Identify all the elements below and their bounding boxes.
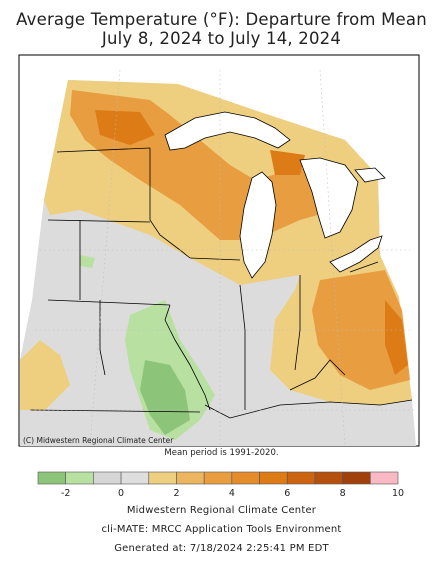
lake-huron bbox=[299, 157, 359, 239]
legend-swatch bbox=[120, 471, 150, 485]
map-title-line2: July 8, 2024 to July 14, 2024 bbox=[101, 29, 342, 48]
state-borders bbox=[29, 147, 413, 419]
map-title-line1: Average Temperature (°F): Departure from… bbox=[16, 10, 427, 29]
lake-michigan bbox=[239, 171, 277, 279]
cool-core-missouri bbox=[140, 360, 190, 435]
legend-swatch bbox=[65, 471, 94, 485]
footer-line2: cli-MATE: MRCC Application Tools Environ… bbox=[101, 524, 342, 535]
lake-superior bbox=[164, 111, 291, 151]
warm-core-minnesota bbox=[95, 110, 155, 145]
cool-spot-nebraska bbox=[80, 255, 95, 268]
warm-zone-southwest bbox=[20, 340, 70, 410]
legend-swatch bbox=[286, 471, 316, 485]
legend-tick-label: 4 bbox=[229, 488, 235, 499]
map-credit: (C) Midwestern Regional Climate Center bbox=[23, 436, 174, 445]
legend-tick-label: 6 bbox=[284, 488, 290, 499]
legend-swatch bbox=[93, 471, 122, 485]
legend-tick-label: 10 bbox=[392, 488, 404, 499]
legend-swatch bbox=[203, 471, 233, 485]
warm-zone-ohio bbox=[312, 270, 410, 390]
mean-period-note: Mean period is 1991-2020. bbox=[164, 448, 279, 458]
legend-swatch bbox=[176, 471, 205, 485]
legend-swatch bbox=[259, 471, 288, 485]
legend-tick-label: -2 bbox=[61, 488, 70, 499]
legend-swatch bbox=[370, 471, 399, 485]
legend-tick-label: 0 bbox=[118, 488, 124, 499]
legend-swatch bbox=[342, 471, 371, 485]
legend-swatch bbox=[37, 471, 66, 485]
footer-line3: Generated at: 7/18/2024 2:25:41 PM EDT bbox=[114, 543, 329, 554]
lat-lon-grid bbox=[30, 69, 414, 447]
legend-swatch bbox=[148, 471, 177, 485]
legend-tick-label: 2 bbox=[173, 488, 179, 499]
footer-line1: Midwestern Regional Climate Center bbox=[126, 505, 317, 516]
warm-core-upper-peninsula bbox=[270, 150, 305, 175]
lake-ontario-edge bbox=[354, 167, 386, 183]
legend-swatch bbox=[231, 471, 260, 485]
legend-swatch bbox=[314, 471, 343, 485]
warm-core-ohio-east bbox=[385, 300, 408, 375]
color-legend: -2 0 2 4 6 8 10 bbox=[37, 471, 404, 499]
legend-tick-label: 8 bbox=[340, 488, 346, 499]
